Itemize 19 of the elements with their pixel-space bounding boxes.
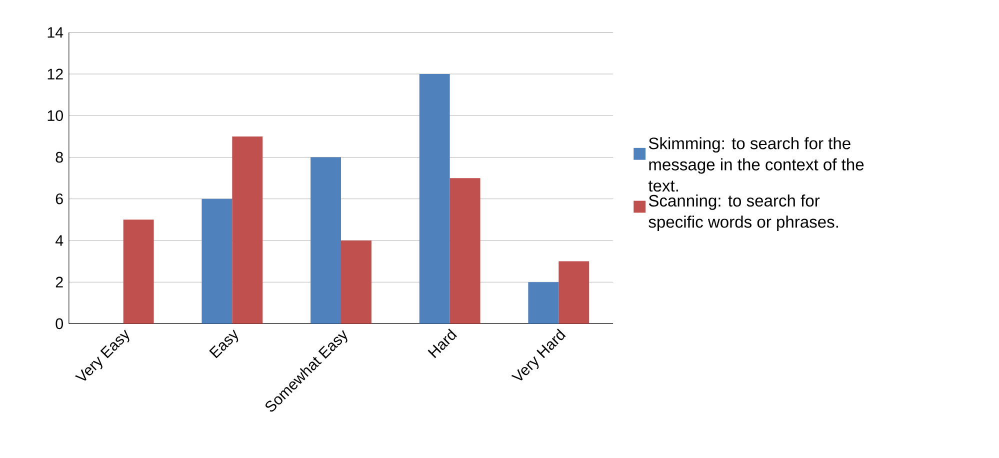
y-tick-label: 2 bbox=[56, 276, 63, 288]
legend-label: Skimming: to search for the message in the context of the text. bbox=[648, 137, 864, 192]
bar bbox=[558, 261, 590, 324]
bar bbox=[310, 157, 341, 324]
y-tick-label: 14 bbox=[48, 27, 64, 38]
bar bbox=[419, 74, 450, 324]
y-tick-label: 10 bbox=[48, 110, 63, 122]
y-tick-label: 12 bbox=[48, 68, 63, 80]
bar bbox=[528, 282, 559, 324]
bar bbox=[340, 240, 372, 324]
y-tick-label: 4 bbox=[55, 235, 64, 246]
bar bbox=[232, 136, 263, 324]
y-tick-label: 0 bbox=[56, 318, 63, 330]
bar bbox=[202, 198, 232, 324]
bar bbox=[450, 178, 480, 324]
y-tick-label: 8 bbox=[56, 152, 63, 163]
legend-label: Scanning: to search for specific words or phrases. bbox=[648, 194, 838, 232]
bar bbox=[123, 220, 154, 324]
y-tick-label: 6 bbox=[56, 193, 63, 204]
